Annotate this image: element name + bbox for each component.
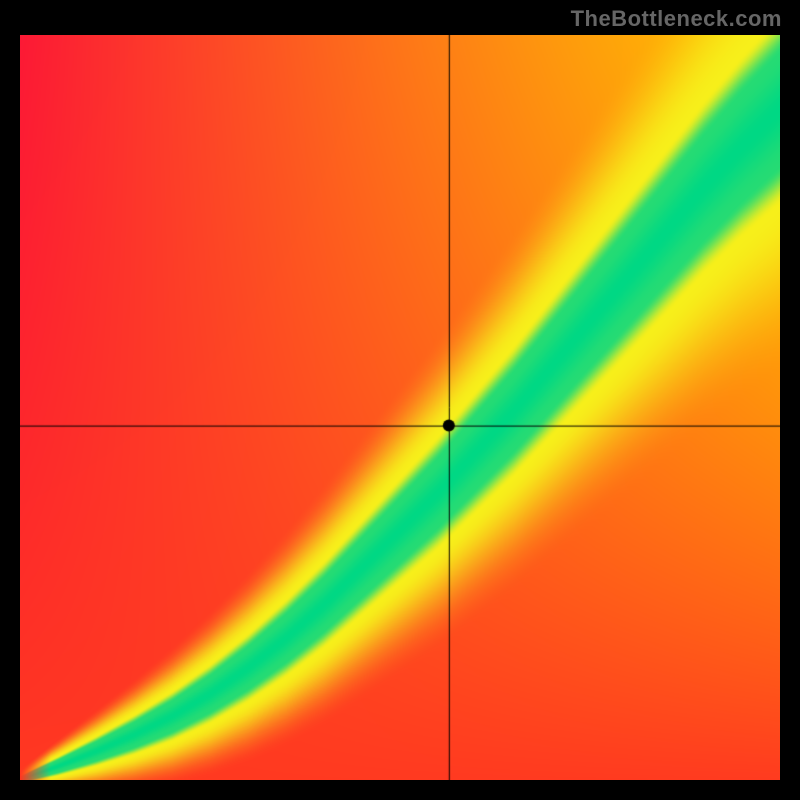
chart-container: TheBottleneck.com [0,0,800,800]
watermark-text: TheBottleneck.com [571,6,782,32]
heatmap-canvas [20,35,780,780]
